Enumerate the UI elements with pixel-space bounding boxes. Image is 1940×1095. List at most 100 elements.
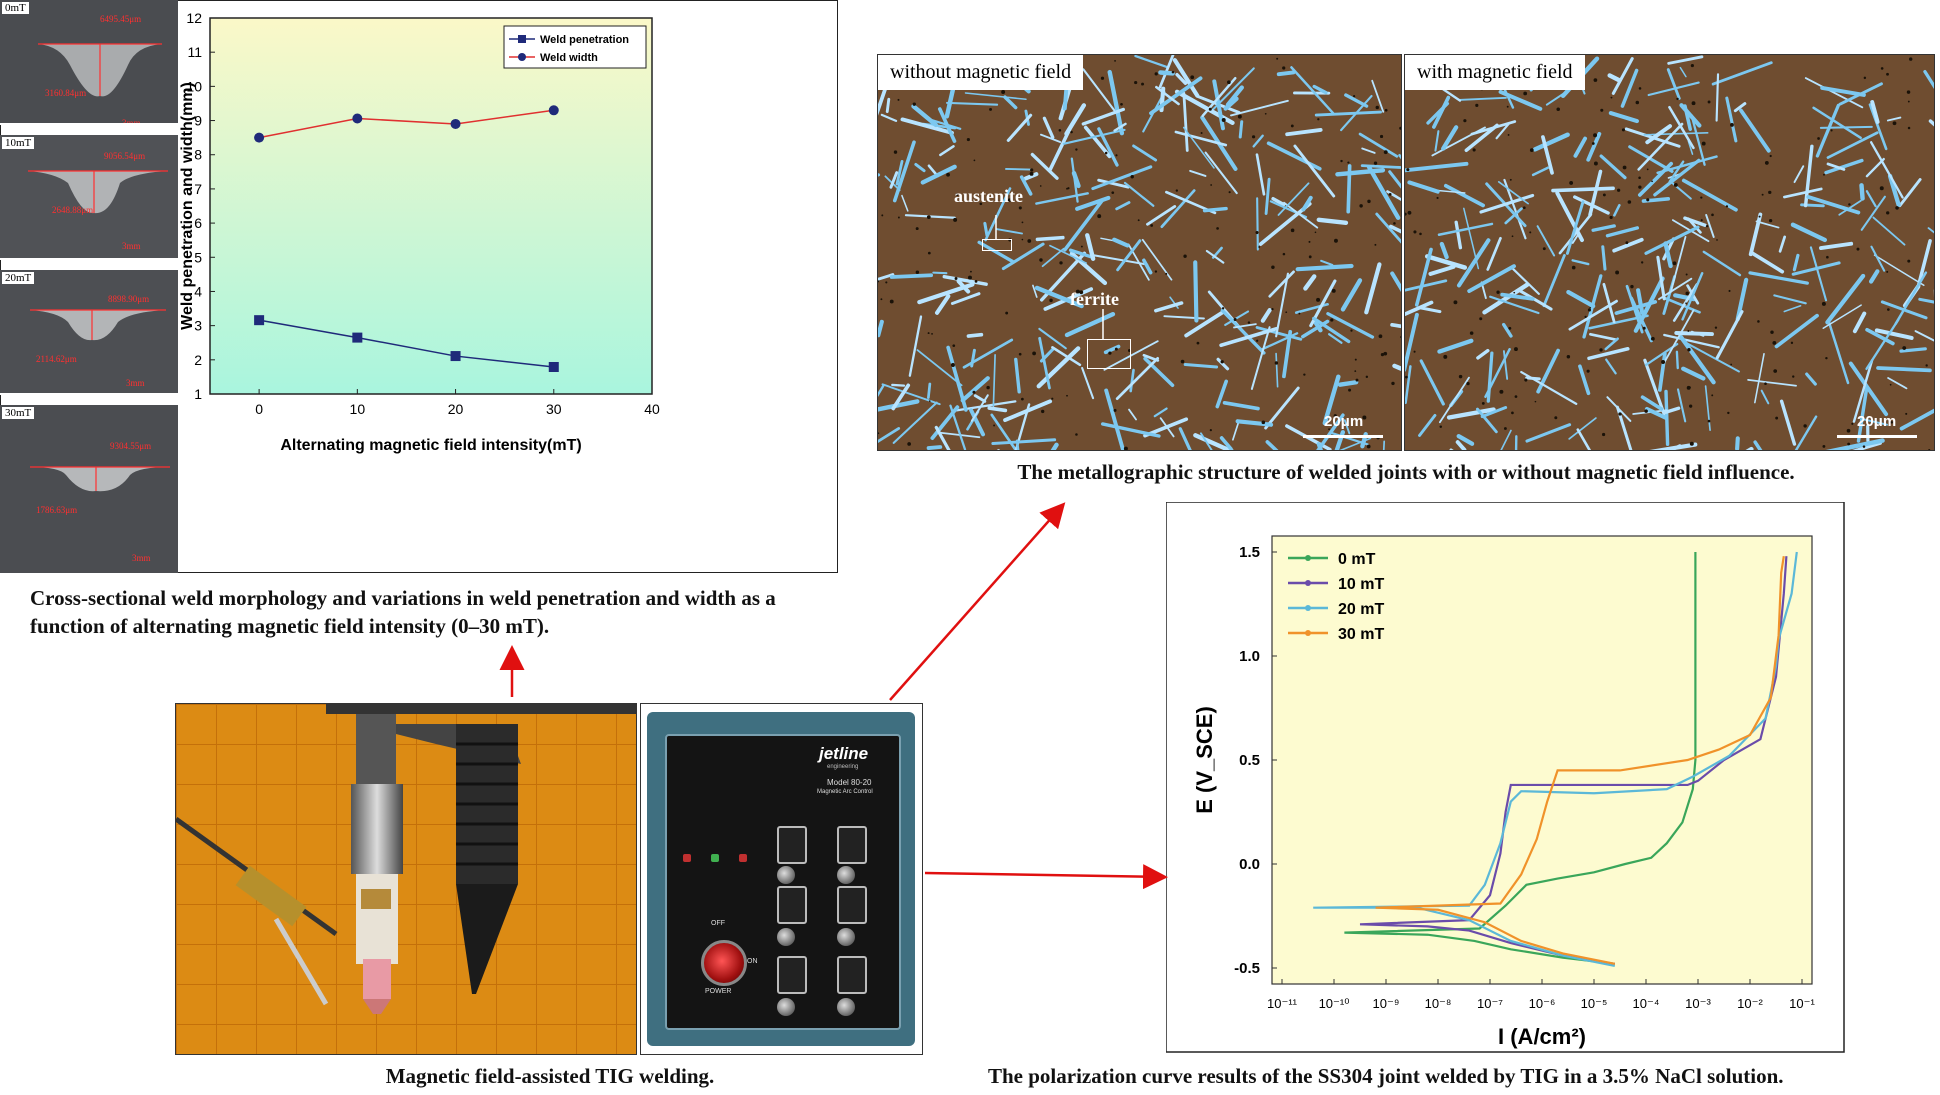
ferrite-lath	[1898, 178, 1922, 208]
precipitate-dot	[1640, 261, 1644, 264]
ferrite-lath	[1806, 195, 1861, 215]
ferrite-lath	[1582, 274, 1603, 339]
y-tick-label: 5	[194, 249, 202, 265]
precipitate-dot	[1365, 375, 1369, 379]
ferrite-lath	[1607, 73, 1622, 83]
ferrite-lath	[1322, 374, 1341, 426]
precipitate-dot	[1700, 196, 1703, 199]
model-label: Model 80-20	[827, 778, 872, 787]
precipitate-dot	[1180, 359, 1185, 364]
ferrite-lath	[1388, 170, 1401, 189]
weld-section-0mT: 0mT 6495.45μm 3160.84μm 3mm	[0, 0, 178, 125]
dial-switch-5[interactable]	[777, 956, 807, 994]
ferrite-lath	[1184, 310, 1225, 338]
dial-knob-4[interactable]	[837, 928, 855, 946]
precipitate-dot	[1353, 95, 1356, 98]
ferrite-lath	[1064, 103, 1087, 136]
precipitate-dot	[1610, 96, 1613, 99]
ferrite-lath	[1264, 177, 1271, 215]
ferrite-lath	[1360, 164, 1401, 169]
legend-label: 10 mT	[1338, 576, 1384, 593]
dial-knob-5[interactable]	[777, 998, 795, 1016]
precipitate-dot	[1436, 196, 1439, 200]
ferrite-lath	[880, 113, 898, 122]
precipitate-dot	[1251, 135, 1256, 139]
precipitate-dot	[1469, 331, 1474, 335]
precipitate-dot	[1757, 320, 1760, 323]
precipitate-dot	[1685, 291, 1689, 296]
ferrite-lath	[1591, 224, 1616, 232]
precipitate-dot	[1378, 334, 1383, 339]
precipitate-dot	[1114, 59, 1116, 62]
legend-marker	[518, 53, 526, 61]
dial-switch-4[interactable]	[837, 886, 867, 924]
weld-shape	[0, 0, 178, 123]
ferrite-lath	[1615, 405, 1633, 450]
ferrite-lath	[1366, 164, 1401, 220]
precipitate-dot	[1651, 180, 1653, 183]
precipitate-dot	[1887, 308, 1890, 311]
precipitate-dot	[1111, 191, 1115, 195]
ferrite-lath	[1103, 344, 1121, 355]
scale-bar-label: 20μm	[1324, 413, 1364, 430]
ferrite-lath	[1038, 336, 1051, 390]
data-point	[450, 351, 461, 362]
precipitate-dot	[1058, 129, 1062, 132]
ferrite-lath	[1434, 130, 1440, 152]
ferrite-lath	[1663, 333, 1720, 349]
ferrite-lath	[1290, 66, 1335, 115]
ferrite-lath	[1419, 306, 1442, 314]
dial-switch-3[interactable]	[777, 886, 807, 924]
ferrite-lath	[901, 194, 909, 212]
ferrite-lath	[1202, 206, 1228, 213]
ferrite-lath	[895, 159, 904, 186]
micro-label-without: without magnetic field	[878, 55, 1084, 90]
ferrite-lath	[1316, 441, 1323, 450]
precipitate-dot	[1183, 254, 1187, 258]
ferrite-lath	[1510, 266, 1540, 295]
precipitate-dot	[1630, 284, 1634, 289]
precipitate-dot	[1690, 64, 1694, 68]
ferrite-lath	[1681, 178, 1738, 212]
precipitate-dot	[1730, 363, 1733, 366]
ferrite-lath	[1255, 153, 1266, 196]
precipitate-dot	[1593, 133, 1598, 138]
precipitate-dot	[1730, 122, 1734, 127]
power-switch[interactable]	[701, 940, 747, 986]
ferrite-lath	[1153, 407, 1168, 418]
precipitate-dot	[1227, 80, 1231, 85]
precipitate-dot	[1790, 341, 1794, 344]
precipitate-dot	[1375, 105, 1379, 110]
ferrite-lath	[1275, 352, 1279, 388]
precipitate-dot	[1021, 221, 1024, 224]
ferrite-lath	[1204, 151, 1238, 195]
precipitate-dot	[1041, 409, 1045, 414]
dial-knob-2[interactable]	[837, 866, 855, 884]
precipitate-dot	[1066, 394, 1068, 397]
ferrite-lath	[1672, 283, 1699, 322]
dial-knob-3[interactable]	[777, 928, 795, 946]
precipitate-dot	[1331, 288, 1336, 293]
precipitate-dot	[1419, 232, 1422, 236]
dial-switch-6[interactable]	[837, 956, 867, 994]
data-point	[548, 105, 559, 116]
precipitate-dot	[1316, 297, 1321, 302]
ferrite-lath	[1407, 180, 1440, 194]
precipitate-dot	[1018, 206, 1022, 210]
precipitate-dot	[946, 172, 950, 177]
ferrite-lath	[914, 162, 926, 173]
precipitate-dot	[1413, 350, 1416, 353]
dial-switch-1[interactable]	[777, 826, 807, 864]
dial-knob-6[interactable]	[837, 998, 855, 1016]
ferrite-lath	[1870, 100, 1880, 124]
model-desc: Magnetic Arc Control	[817, 789, 873, 795]
ferrite-lath	[1825, 273, 1866, 325]
x-tick-label: 10⁻⁷	[1477, 996, 1503, 1011]
dial-knob-1[interactable]	[777, 866, 795, 884]
precipitate-dot	[1233, 318, 1237, 322]
precipitate-dot	[1007, 198, 1012, 202]
dial-switch-2[interactable]	[837, 826, 867, 864]
precipitate-dot	[1825, 356, 1828, 360]
precipitate-dot	[1523, 206, 1526, 210]
weld-shape	[0, 135, 178, 258]
